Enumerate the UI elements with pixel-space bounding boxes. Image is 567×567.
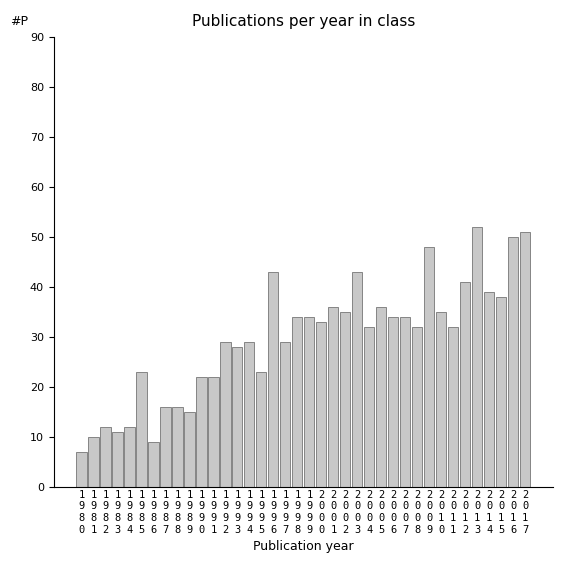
Bar [268,272,278,487]
Bar [124,427,134,487]
Bar [328,307,338,487]
Bar [244,342,255,487]
Bar [400,317,411,487]
Bar [160,407,171,487]
Bar [448,327,459,487]
Bar [340,312,350,487]
Bar [424,247,434,487]
Title: Publications per year in class: Publications per year in class [192,14,415,29]
Bar [364,327,374,487]
X-axis label: Publication year: Publication year [253,540,354,553]
Bar [232,347,243,487]
Bar [88,437,99,487]
Bar [280,342,290,487]
Bar [196,377,206,487]
Bar [221,342,231,487]
Bar [496,297,506,487]
Bar [77,452,87,487]
Bar [376,307,387,487]
Bar [100,427,111,487]
Bar [136,372,146,487]
Bar [172,407,183,487]
Bar [292,317,302,487]
Bar [520,232,530,487]
Bar [184,412,194,487]
Bar [304,317,315,487]
Bar [149,442,159,487]
Bar [412,327,422,487]
Bar [256,372,266,487]
Bar [208,377,218,487]
Bar [472,227,483,487]
Y-axis label: #P: #P [10,15,28,28]
Bar [508,237,518,487]
Bar [352,272,362,487]
Bar [316,322,327,487]
Bar [436,312,446,487]
Bar [484,292,494,487]
Bar [112,432,122,487]
Bar [460,282,471,487]
Bar [388,317,399,487]
